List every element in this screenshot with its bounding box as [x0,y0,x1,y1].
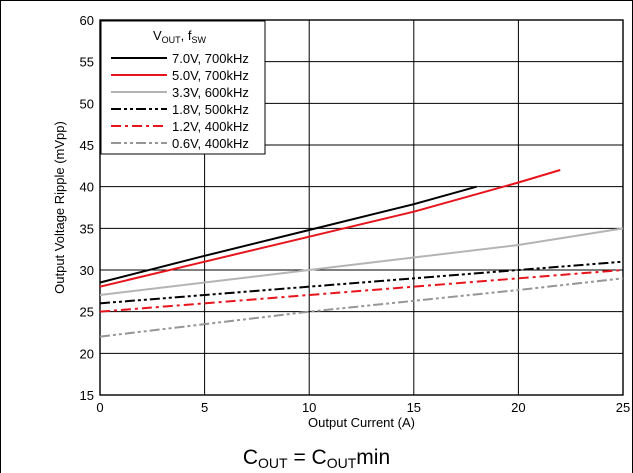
chart-caption: COUT = COUTmin [0,446,633,471]
series-line-2 [99,169,561,288]
caption-sub-out: OUT [258,455,288,471]
y-axis-label: Output Voltage Ripple (mVpp) [52,121,67,294]
y-tick-label: 15 [80,388,94,403]
caption-c: C [242,446,259,469]
y-tick-label: 30 [80,263,94,278]
y-tick-label: 50 [80,96,94,111]
x-tick-label: 15 [407,400,421,415]
legend-box [100,20,266,155]
series-line-3 [99,227,624,296]
x-tick-label: 0 [96,400,103,415]
legend-label-3: 3.3V, 600kHz [172,85,249,100]
plot-border [99,19,624,396]
x-tick-label: 10 [302,400,316,415]
legend-label-4: 1.8V, 500kHz [172,102,249,117]
caption-sub-out-2: OUT [326,455,357,471]
legend-label-1: 7.0V, 700kHz [172,51,249,66]
y-tick-label: 60 [80,13,94,28]
series-line-4 [99,260,624,305]
y-tick-label: 20 [80,346,94,361]
series-line-6 [99,277,624,338]
y-tick-label: 40 [80,180,94,195]
x-tick-label: 25 [616,400,630,415]
legend-label-2: 5.0V, 700kHz [172,68,249,83]
y-tick-label: 45 [80,138,94,153]
y-tick-label: 35 [80,221,94,236]
legend-label-5: 1.2V, 400kHz [172,119,249,134]
x-tick-label: 20 [511,400,525,415]
x-tick-label: 5 [201,400,208,415]
legend-title: VOUT, fSW [153,28,207,45]
series-line-1 [99,185,477,284]
y-tick-label: 25 [80,305,94,320]
x-axis-label: Output Current (A) [308,415,415,430]
y-tick-label: 55 [80,55,94,70]
caption-end: min [356,446,391,469]
legend-label-6: 0.6V, 400kHz [172,136,249,151]
caption-mid: = C [287,446,327,469]
